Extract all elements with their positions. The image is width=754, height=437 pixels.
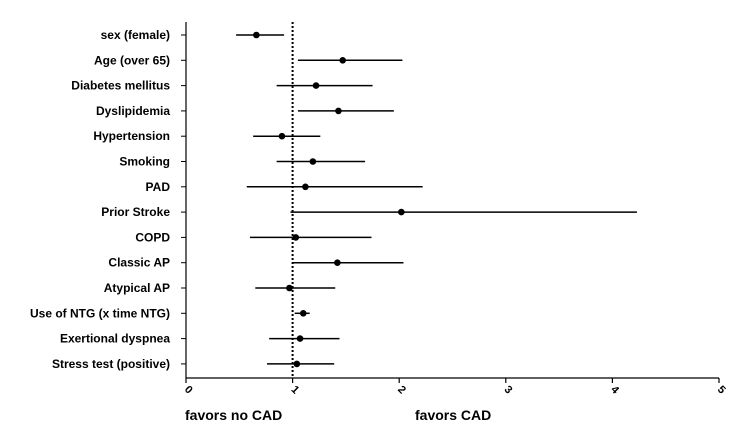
x-tick-label-2: 2 xyxy=(395,384,408,397)
x-tick-label-0: 0 xyxy=(182,384,195,397)
estimate-point-stress-test-positive xyxy=(293,360,301,368)
estimate-point-age-over-65 xyxy=(339,57,347,64)
category-label-stress-test-positive: Stress test (positive) xyxy=(52,357,170,371)
category-label-age-over-65: Age (over 65) xyxy=(94,53,170,67)
estimate-point-dyslipidemia xyxy=(335,107,342,115)
annotation-favors-no-cad: favors no CAD xyxy=(185,407,282,423)
estimate-point-use-of-ntg-x-time-ntg xyxy=(299,310,307,317)
category-label-dyslipidemia: Dyslipidemia xyxy=(96,104,170,118)
category-label-hypertension: Hypertension xyxy=(93,129,170,143)
category-label-diabetes-mellitus: Diabetes mellitus xyxy=(71,79,170,93)
category-labels: sex (female) Age (over 65) Diabetes mellit… xyxy=(30,28,170,371)
category-label-exertional-dyspnea: Exertional dyspnea xyxy=(60,332,170,346)
estimate-point-sex-female xyxy=(253,31,260,39)
estimate-point-classic-ap xyxy=(334,259,341,267)
category-label-atypical-ap: Atypical AP xyxy=(104,281,170,295)
x-tick-label-4: 4 xyxy=(608,384,621,397)
confidence-intervals xyxy=(236,34,637,365)
x-tick-label-5: 5 xyxy=(715,384,728,397)
estimate-point-hypertension xyxy=(278,132,286,140)
estimate-point-prior-stroke xyxy=(398,208,405,216)
annotation-favors-cad: favors CAD xyxy=(415,407,491,423)
category-label-classic-ap: Classic AP xyxy=(108,256,170,270)
x-axis: 0 1 2 3 4 5 xyxy=(181,22,728,397)
category-label-sex-female: sex (female) xyxy=(101,28,170,42)
x-tick-label-3: 3 xyxy=(502,384,515,397)
estimate-points xyxy=(253,31,405,368)
estimate-point-atypical-ap xyxy=(286,284,293,292)
category-label-prior-stroke: Prior Stroke xyxy=(101,205,170,219)
estimate-point-copd xyxy=(292,234,300,241)
category-label-use-of-ntg-x-time-ntg: Use of NTG (x time NTG) xyxy=(30,306,170,320)
estimate-point-pad xyxy=(302,183,309,191)
x-tick-label-1: 1 xyxy=(288,384,301,397)
category-label-copd: COPD xyxy=(135,230,170,244)
category-label-pad: PAD xyxy=(146,180,171,194)
estimate-point-smoking xyxy=(309,158,317,165)
category-label-smoking: Smoking xyxy=(119,155,170,169)
estimate-point-exertional-dyspnea xyxy=(296,335,304,342)
estimate-point-diabetes-mellitus xyxy=(312,82,320,89)
